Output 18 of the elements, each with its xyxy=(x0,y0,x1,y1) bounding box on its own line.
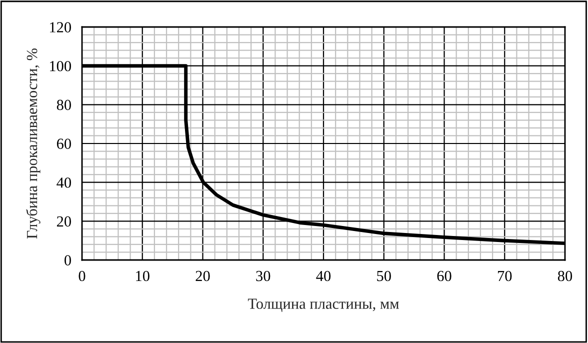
y-axis-title: Глубина прокаливаемости, % xyxy=(26,48,40,239)
y-tick-label: 20 xyxy=(56,216,71,227)
x-tick-label: 20 xyxy=(196,270,210,282)
y-tick-label: 40 xyxy=(56,177,71,188)
y-tick-label: 80 xyxy=(56,100,71,110)
x-tick-label: 0 xyxy=(78,270,86,282)
x-tick-label: 40 xyxy=(316,270,331,282)
x-tick-label: 50 xyxy=(377,270,391,282)
y-tick-label: 0 xyxy=(64,255,71,266)
x-tick-label: 10 xyxy=(136,270,150,282)
y-tick-label: 120 xyxy=(50,22,71,32)
x-tick-label: 80 xyxy=(558,270,572,282)
x-axis-title: Толщина пластины, мм xyxy=(248,298,399,312)
x-tick-label: 70 xyxy=(498,270,512,282)
x-tick-label: 60 xyxy=(437,270,452,282)
x-tick-label: 30 xyxy=(256,270,270,282)
y-tick-label: 100 xyxy=(50,60,71,72)
y-tick-label: 60 xyxy=(56,138,71,149)
